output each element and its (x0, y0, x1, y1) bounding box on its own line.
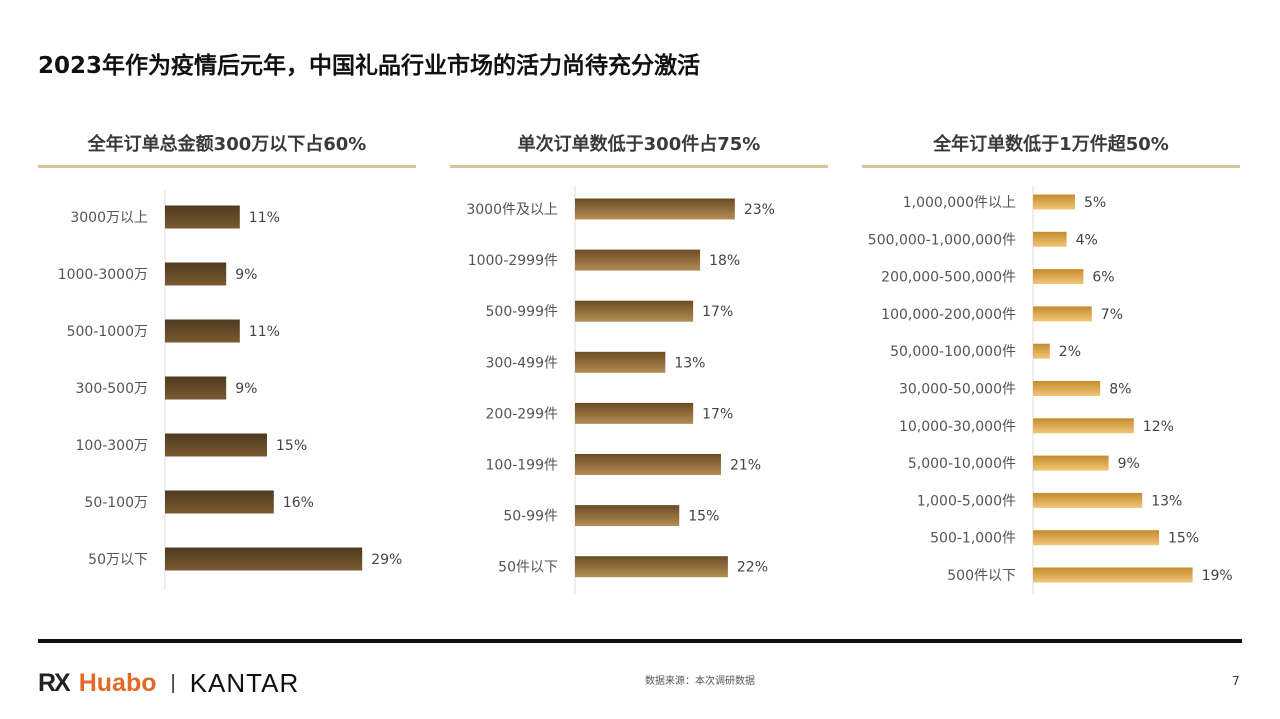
category-label: 1,000,000件以上 (903, 195, 1016, 211)
category-label: 50件以下 (498, 560, 558, 576)
logo-kantar: KANTAR (189, 667, 300, 698)
category-label: 3000件及以上 (466, 202, 558, 218)
bar (575, 249, 701, 271)
panel-order-quantity: 单次订单数低于300件占75% 3000件及以上 23% 1000-2999件 18%… (450, 120, 828, 600)
chart-order-amount: 3000万以上 11% 1000-3000万 9% 500-1000万 11% 300-50… (58, 190, 402, 590)
category-label: 500,000-1,000,000件 (868, 232, 1016, 248)
chart-annual-orders: 1,000,000件以上 5% 500,000-1,000,000件 4% 200,00… (868, 185, 1233, 595)
footer-divider (38, 639, 1242, 643)
chart-title: 全年订单数低于1万件超50% (933, 134, 1169, 155)
logo: RX Huabo | KANTAR (38, 668, 299, 698)
value-label: 15% (1168, 531, 1199, 547)
value-label: 4% (1076, 232, 1098, 248)
bar (575, 300, 694, 322)
category-label: 50-100万 (84, 495, 148, 511)
value-label: 13% (1151, 493, 1182, 509)
chart-title: 全年订单总金额300万以下占60% (87, 134, 367, 155)
bar (1033, 194, 1075, 210)
bar (165, 205, 240, 229)
value-label: 17% (702, 406, 733, 422)
bar (1033, 381, 1101, 396)
value-label: 9% (235, 381, 257, 397)
data-source: 数据来源：本次调研数据 (645, 676, 755, 687)
bar (165, 490, 274, 514)
bar (1033, 530, 1159, 546)
header-underline (450, 165, 828, 168)
value-label: 7% (1101, 307, 1123, 323)
bar (575, 198, 735, 220)
bar (575, 402, 694, 424)
page-number: 7 (1232, 674, 1240, 688)
category-label: 300-500万 (76, 381, 149, 397)
value-label: 22% (737, 560, 768, 576)
header-underline (38, 165, 416, 168)
value-label: 9% (1118, 456, 1140, 472)
category-label: 50,000-100,000件 (890, 344, 1016, 360)
bar (575, 505, 680, 527)
category-label: 3000万以上 (70, 210, 148, 226)
page-title: 2023年作为疫情后元年，中国礼品行业市场的活力尚待充分激活 (38, 53, 701, 79)
value-label: 2% (1059, 344, 1081, 360)
bar (165, 319, 240, 343)
category-label: 1,000-5,000件 (917, 493, 1016, 509)
category-label: 100-199件 (486, 458, 559, 474)
value-label: 17% (702, 304, 733, 320)
value-label: 6% (1092, 270, 1114, 286)
category-label: 30,000-50,000件 (899, 382, 1016, 398)
category-label: 50万以下 (88, 552, 148, 568)
category-label: 300-499件 (486, 355, 559, 371)
bar (1033, 343, 1050, 359)
category-label: 200,000-500,000件 (881, 270, 1016, 286)
category-label: 1000-2999件 (468, 253, 558, 269)
value-label: 11% (249, 210, 280, 226)
logo-separator: | (170, 671, 176, 694)
bar (1033, 492, 1143, 508)
bar (1033, 231, 1067, 247)
bar (575, 454, 721, 475)
value-label: 19% (1202, 568, 1233, 584)
logo-rx: RX (38, 668, 71, 697)
category-label: 500-999件 (486, 304, 559, 320)
category-label: 500件以下 (947, 568, 1016, 584)
value-label: 15% (688, 509, 719, 525)
category-label: 100-300万 (76, 438, 149, 454)
bar (165, 262, 227, 286)
panel-order-amount: 全年订单总金额300万以下占60% 3000万以上 11% 1000-3000万 9%… (38, 120, 416, 600)
value-label: 12% (1143, 419, 1174, 435)
value-label: 13% (674, 355, 705, 371)
bar (1033, 567, 1193, 583)
bar (1033, 269, 1084, 285)
category-label: 5,000-10,000件 (908, 456, 1016, 472)
bar (1033, 455, 1109, 471)
logo-huabo: Huabo (78, 668, 157, 697)
value-label: 16% (283, 495, 314, 511)
bar (165, 547, 363, 571)
panel-annual-orders: 全年订单数低于1万件超50% 1,000,000件以上 5% 500,000-1,0… (862, 120, 1240, 600)
value-label: 5% (1084, 195, 1106, 211)
category-label: 100,000-200,000件 (881, 307, 1016, 323)
value-label: 23% (744, 202, 775, 218)
category-label: 500-1000万 (67, 324, 148, 340)
bar (575, 556, 728, 578)
chart-order-quantity: 3000件及以上 23% 1000-2999件 18% 500-999件 17% 300-4… (466, 185, 775, 595)
value-label: 8% (1109, 382, 1131, 398)
category-label: 200-299件 (486, 406, 559, 422)
value-label: 15% (276, 438, 307, 454)
bar (1033, 418, 1134, 434)
category-label: 50-99件 (503, 509, 558, 525)
value-label: 29% (371, 552, 402, 568)
category-label: 1000-3000万 (58, 267, 148, 283)
bar (575, 351, 666, 373)
bar (165, 376, 227, 400)
chart-title: 单次订单数低于300件占75% (517, 134, 761, 155)
value-label: 11% (249, 324, 280, 340)
bar (1033, 306, 1092, 322)
header-underline (862, 165, 1240, 168)
value-label: 18% (709, 253, 740, 269)
value-label: 9% (235, 267, 257, 283)
category-label: 10,000-30,000件 (899, 419, 1016, 435)
category-label: 500-1,000件 (930, 531, 1016, 547)
bar (165, 433, 267, 457)
value-label: 21% (730, 458, 761, 474)
